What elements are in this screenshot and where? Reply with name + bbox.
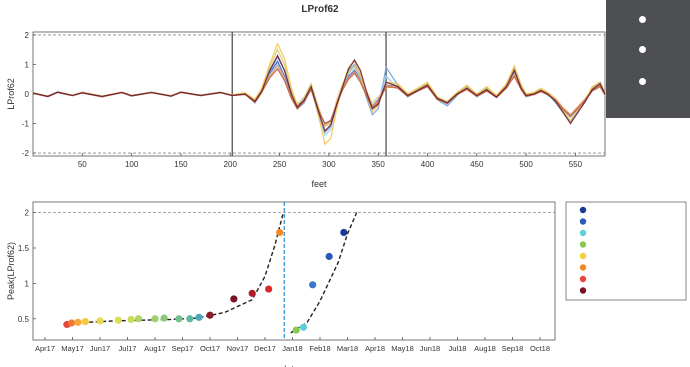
data-point [81,318,89,326]
x-tick-label: 250 [273,160,287,169]
bullet-icon [639,78,646,85]
bottom-reference-lines [33,202,555,340]
y-tick-label: -1 [22,120,30,129]
x-tick-label: 350 [371,160,385,169]
data-point [195,313,203,321]
y-tick-label: 0.5 [18,315,30,324]
series-line [32,54,606,133]
bottom-points [63,228,348,334]
x-tick-label: 200 [224,160,238,169]
x-tick-label: Oct18 [530,344,550,353]
x-tick-label: 50 [78,160,87,169]
fit-curve [63,212,284,326]
x-tick-label: Oct17 [200,344,220,353]
x-tick-label: Nov17 [227,344,249,353]
top-xlabel: feet [311,179,327,189]
x-tick-label: Jun17 [90,344,110,353]
top-series-lines [32,42,606,146]
legend-box [565,201,687,301]
bottom-x-axis: Apr17 May17 Jun17 Jul17 Aug17 Sep17 Oct17 Nov17… [35,337,550,353]
data-point [276,228,284,237]
x-tick-label: Apr18 [365,344,385,353]
legend-marker [579,241,587,248]
x-tick-label: Aug18 [474,344,496,353]
data-point [292,326,300,334]
x-tick-label: Apr17 [35,344,55,353]
data-point [186,315,194,323]
legend-marker [579,275,587,283]
data-point [325,252,333,261]
x-tick-label: Mar18 [337,344,358,353]
top-x-axis: 50 100 150 200 250 300 350 400 450 500 550 [78,153,583,169]
x-tick-label: Aug17 [144,344,166,353]
data-point [67,319,76,327]
data-point [151,315,159,323]
data-point [127,315,135,324]
x-tick-label: Jan18 [282,344,302,353]
bullet-icon [639,46,646,53]
data-point [309,281,317,289]
data-point [114,316,122,324]
y-tick-label: 0 [25,90,30,99]
x-tick-label: May17 [61,344,84,353]
legend-marker [579,206,587,214]
data-point [96,317,104,325]
legend-marker [579,229,587,237]
top-title: LProf62 [301,4,339,15]
bottom-xlabel: date [281,364,299,367]
data-point [134,315,143,323]
x-tick-label: Dec17 [254,344,276,353]
data-point [230,295,238,303]
y-tick-label: -2 [22,149,30,158]
x-tick-label: Sep18 [502,344,524,353]
x-tick-label: Feb18 [309,344,330,353]
y-tick-label: 2 [25,209,30,218]
data-point [265,285,273,293]
top-reference-lines [33,32,605,156]
bottom-ylabel: Peak(LProf62) [6,242,16,300]
legend-marker [579,287,587,294]
legend-marker [579,252,587,260]
x-tick-label: 550 [569,160,583,169]
y-tick-label: 2 [25,31,30,40]
slide-bullet-overlay [606,0,690,118]
bottom-y-axis: 0.5 1 1.5 2 [18,209,36,324]
x-tick-label: Jul18 [449,344,467,353]
bullet-icon [639,16,646,23]
x-tick-label: 100 [125,160,139,169]
data-point [175,315,183,323]
data-point [248,289,256,297]
x-tick-label: 400 [421,160,435,169]
legend-markers [579,206,587,294]
x-tick-label: 150 [174,160,188,169]
y-tick-label: 1 [25,60,30,69]
x-tick-label: May18 [391,344,414,353]
bottom-panel: 0.5 1 1.5 2 Apr17 May17 Jun17 Jul17 Aug17 Sep17 O… [6,201,556,367]
data-point [340,228,348,237]
data-point [160,314,168,322]
x-tick-label: Jul17 [119,344,137,353]
data-point [299,323,308,331]
data-point [74,318,82,326]
y-tick-label: 1.5 [18,244,30,253]
legend-marker [579,264,587,271]
x-tick-label: Jun18 [420,344,440,353]
bottom-plot-area [32,201,556,341]
legend [565,201,687,301]
top-panel: LProf62 -2 -1 0 1 2 50 100 150 200 250 300 350 400 4… [6,4,606,189]
x-tick-label: Sep17 [172,344,194,353]
x-tick-label: 450 [470,160,484,169]
legend-marker [579,218,587,225]
data-point [206,311,214,319]
x-tick-label: 300 [322,160,336,169]
top-y-axis: -2 -1 0 1 2 [22,31,36,158]
y-tick-label: 1 [25,279,30,288]
top-ylabel: LProf62 [6,78,16,110]
x-tick-label: 500 [519,160,533,169]
